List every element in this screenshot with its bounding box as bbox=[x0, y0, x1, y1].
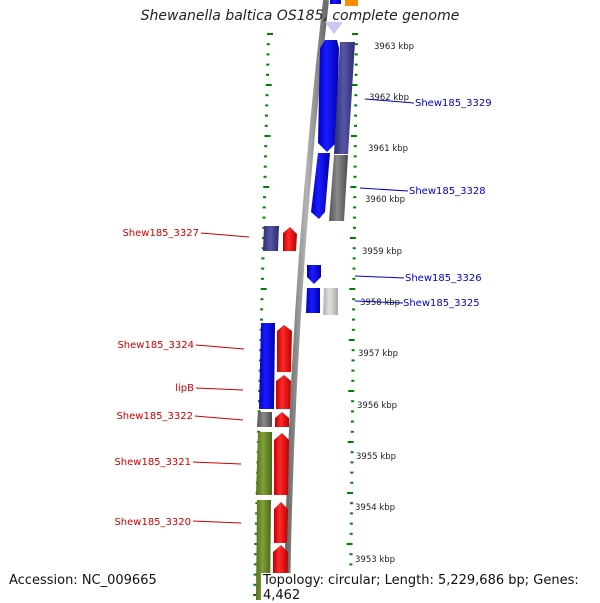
gene-label-lipb[interactable]: lipB bbox=[175, 383, 194, 394]
gene-label-shew185-3328[interactable]: Shew185_3328 bbox=[409, 186, 486, 197]
scale-label-3953: 3953 kbp bbox=[355, 555, 395, 565]
gene-shew185-3328-gray[interactable] bbox=[329, 155, 348, 221]
leader-line-shew185-3328 bbox=[359, 187, 409, 192]
gene-shew185-3325-blue[interactable] bbox=[306, 288, 320, 313]
gene-shew185-3322-red[interactable] bbox=[275, 412, 289, 427]
map-title: Shewanella baltica OS185, complete genom… bbox=[140, 8, 460, 24]
gene-label-shew185-3321[interactable]: Shew185_3321 bbox=[114, 457, 191, 468]
scale-label-3962: 3962 kbp bbox=[369, 93, 409, 103]
gene-label-shew185-3322[interactable]: Shew185_3322 bbox=[116, 411, 193, 422]
gene-label-shew185-3329[interactable]: Shew185_3329 bbox=[415, 98, 492, 109]
scale-label-3960: 3960 kbp bbox=[365, 195, 405, 205]
gene-top-small-blue[interactable] bbox=[330, 0, 341, 4]
leader-line-shew185-3327 bbox=[200, 232, 250, 238]
gene-label-shew185-3324[interactable]: Shew185_3324 bbox=[117, 340, 194, 351]
gene-shew185-3327-slate[interactable] bbox=[263, 226, 279, 251]
leader-line-shew185-3322 bbox=[194, 415, 244, 421]
gene-top-lavender[interactable] bbox=[325, 22, 343, 34]
gene-shew185-3321-olive[interactable] bbox=[256, 432, 272, 495]
gene-shew185-3328-blue[interactable] bbox=[311, 153, 330, 219]
gene-shew185-3322-gray[interactable] bbox=[257, 412, 272, 427]
leader-line-shew185-3320 bbox=[192, 520, 242, 524]
scale-label-3958: 3958 kbp bbox=[360, 298, 400, 308]
gene-shew185-3321-red[interactable] bbox=[274, 433, 289, 495]
scale-label-3957: 3957 kbp bbox=[358, 349, 398, 359]
gene-shew185-3324-blue[interactable] bbox=[259, 323, 275, 409]
scale-label-3954: 3954 kbp bbox=[355, 503, 395, 513]
gene-shew185-3327-red[interactable] bbox=[283, 227, 297, 251]
leader-line-shew185-3324 bbox=[195, 344, 245, 350]
gene-shew185-3324-red[interactable] bbox=[277, 325, 292, 372]
gene-shew185-3329-slate[interactable] bbox=[334, 42, 355, 154]
gene-label-shew185-3325[interactable]: Shew185_3325 bbox=[403, 298, 480, 309]
genome-backbone bbox=[284, 0, 329, 600]
topology-text: Topology: circular; Length: 5,229,686 bp… bbox=[261, 573, 600, 603]
gene-shew185-3320-red[interactable] bbox=[274, 502, 288, 543]
leader-line-shew185-3325 bbox=[354, 300, 404, 304]
gene-label-shew185-3320[interactable]: Shew185_3320 bbox=[114, 517, 191, 528]
leader-line-shew185-3329 bbox=[364, 98, 415, 104]
gene-label-shew185-3326[interactable]: Shew185_3326 bbox=[405, 273, 482, 284]
scale-label-3961: 3961 kbp bbox=[368, 144, 408, 154]
gene-shew185-3325-gray[interactable] bbox=[323, 288, 338, 315]
gene-shew185-3329-blue[interactable] bbox=[318, 40, 339, 152]
gene-shew185-3326-blue[interactable] bbox=[307, 265, 321, 284]
leader-line-shew185-3326 bbox=[354, 275, 405, 279]
gene-label-shew185-3327[interactable]: Shew185_3327 bbox=[122, 228, 199, 239]
leader-line-shew185-3321 bbox=[192, 461, 242, 465]
gene-orange-partial[interactable] bbox=[345, 0, 358, 6]
scale-label-3963: 3963 kbp bbox=[374, 42, 414, 52]
leader-line-lipb bbox=[195, 387, 244, 391]
accession-text: Accession: NC_009665 bbox=[9, 573, 157, 588]
scale-label-3955: 3955 kbp bbox=[356, 452, 396, 462]
scale-label-3956: 3956 kbp bbox=[357, 401, 397, 411]
scale-label-3959: 3959 kbp bbox=[362, 247, 402, 257]
gene-lipb-red[interactable] bbox=[276, 375, 291, 409]
right-ruler bbox=[346, 33, 358, 596]
